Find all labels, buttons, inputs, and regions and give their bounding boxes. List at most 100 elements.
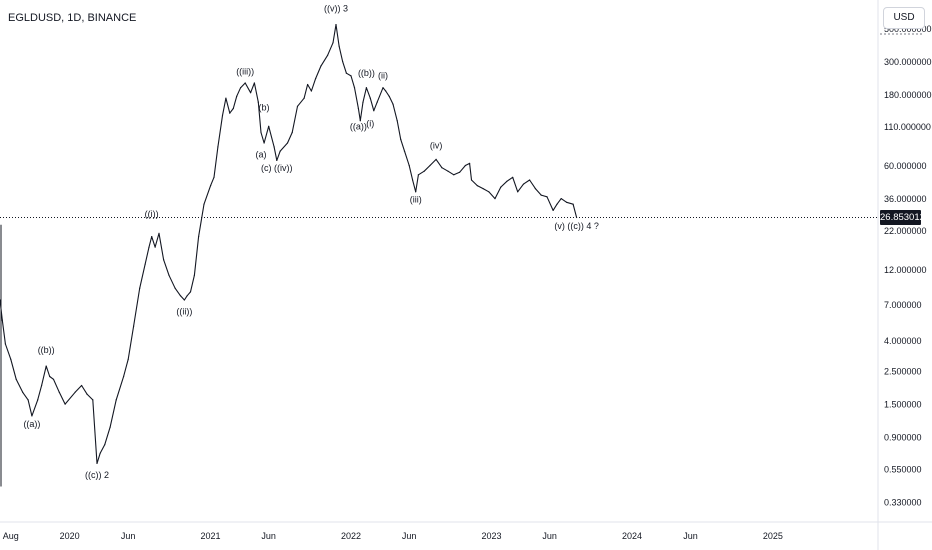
- y-tick-label: 1.500000: [884, 400, 922, 410]
- price-point: [260, 131, 262, 134]
- wave-label: ((i)): [145, 209, 159, 219]
- price-point: [229, 112, 231, 114]
- price-point: [332, 42, 334, 44]
- price-point: [286, 142, 289, 144]
- price-point: [115, 399, 117, 401]
- price-point: [534, 188, 537, 190]
- wave-label: ((v)) 3: [324, 3, 348, 13]
- price-point: [163, 259, 165, 261]
- price-point: [133, 325, 135, 327]
- price-point: [268, 125, 270, 127]
- price-point: [392, 103, 394, 105]
- currency-button[interactable]: USD: [883, 7, 925, 29]
- price-point: [168, 274, 170, 276]
- price-point: [556, 203, 558, 205]
- wave-label: (ii): [378, 71, 388, 81]
- price-point: [52, 378, 55, 380]
- x-tick-label: Jun: [542, 531, 557, 541]
- wave-label: (v) ((c)) 4 ?: [554, 221, 599, 231]
- y-tick-label: 180.000000: [884, 90, 932, 100]
- price-point: [435, 158, 437, 160]
- price-point: [96, 462, 98, 464]
- x-tick-label: 2025: [763, 531, 783, 541]
- price-point: [232, 107, 234, 110]
- price-point: [203, 203, 205, 205]
- price-point: [139, 287, 141, 289]
- price-point: [144, 263, 146, 265]
- price-point: [148, 246, 150, 248]
- x-tick-label: Jun: [261, 531, 276, 541]
- price-point: [276, 159, 278, 161]
- price-point: [546, 196, 548, 198]
- price-point: [529, 179, 531, 181]
- price-point: [27, 399, 29, 401]
- wave-label: (a): [255, 149, 266, 159]
- price-point: [362, 101, 364, 103]
- wave-label: ((c)) 2: [85, 470, 109, 480]
- price-point: [217, 146, 219, 148]
- y-tick-label: 110.000000: [884, 122, 931, 132]
- y-tick-label: 2.500000: [884, 367, 922, 377]
- price-point: [327, 54, 329, 56]
- price-point: [1, 319, 3, 321]
- price-point: [58, 391, 60, 393]
- price-point: [41, 384, 43, 387]
- price-point: [37, 399, 39, 401]
- y-tick-label: 4.000000: [884, 336, 922, 346]
- price-point: [488, 191, 490, 193]
- wave-label: (c) ((iv)): [261, 163, 292, 173]
- price-point: [506, 180, 508, 182]
- price-point: [174, 287, 176, 289]
- price-point: [4, 343, 6, 345]
- price-point: [240, 87, 242, 89]
- wave-label: ((b)): [38, 345, 55, 355]
- y-tick-label: 60.000000: [884, 161, 927, 171]
- price-point: [572, 203, 574, 205]
- price-point: [415, 191, 417, 193]
- price-point: [373, 110, 375, 112]
- price-point: [560, 198, 562, 200]
- price-point: [104, 444, 106, 446]
- price-point: [400, 138, 402, 140]
- price-point: [10, 358, 12, 360]
- price-point: [566, 201, 568, 203]
- price-point: [388, 95, 390, 97]
- price-point: [447, 170, 449, 172]
- price-point: [236, 95, 238, 97]
- x-tick-label: 2021: [201, 531, 221, 541]
- y-tick-label: 300.000000: [884, 57, 932, 67]
- symbol-title: EGLDUSD, 1D, BINANCE: [8, 12, 137, 24]
- y-tick-label: 0.550000: [884, 465, 922, 475]
- price-point: [64, 403, 66, 405]
- price-point: [500, 186, 502, 188]
- y-tick-label: 0.330000: [884, 498, 922, 508]
- x-tick-label: 2020: [60, 531, 80, 541]
- price-point: [482, 188, 484, 190]
- price-point: [15, 378, 17, 380]
- wave-label: (iv): [430, 141, 443, 151]
- price-point: [396, 120, 398, 122]
- price-point: [123, 375, 125, 378]
- price-point: [279, 150, 281, 152]
- price-point: [517, 191, 519, 193]
- price-point: [552, 209, 554, 211]
- price-point: [320, 65, 322, 67]
- y-tick-label: 7.000000: [884, 300, 922, 310]
- price-point: [109, 426, 111, 428]
- price-point: [92, 399, 94, 401]
- x-tick-label: 2024: [622, 531, 642, 541]
- price-point: [382, 87, 384, 89]
- price-point: [198, 236, 200, 238]
- price-point: [342, 60, 344, 63]
- wave-label: ((iii)): [236, 67, 254, 77]
- price-point: [365, 87, 367, 89]
- price-point: [376, 101, 378, 103]
- price-point: [291, 131, 293, 134]
- price-point: [335, 24, 337, 26]
- x-tick-label: Jun: [402, 531, 417, 541]
- x-tick-label: Jun: [683, 531, 698, 541]
- price-point: [459, 171, 461, 173]
- price-point: [0, 299, 1, 301]
- price-point: [183, 299, 185, 301]
